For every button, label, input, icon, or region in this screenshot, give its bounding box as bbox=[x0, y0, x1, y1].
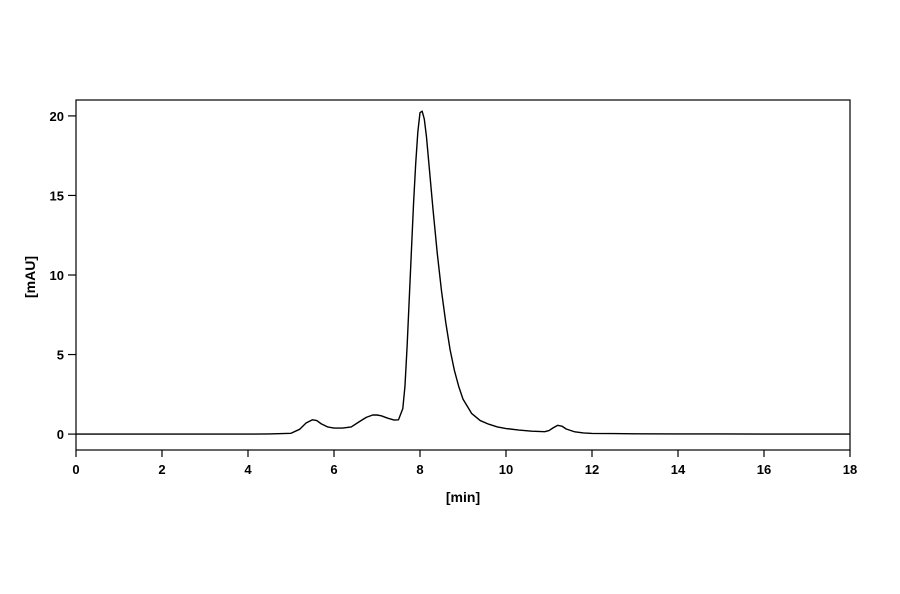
x-tick-label: 16 bbox=[757, 462, 771, 477]
x-tick-label: 0 bbox=[72, 462, 79, 477]
x-tick-label: 2 bbox=[158, 462, 165, 477]
x-tick-label: 14 bbox=[671, 462, 686, 477]
x-tick-label: 4 bbox=[244, 462, 252, 477]
x-tick-label: 8 bbox=[416, 462, 423, 477]
y-tick-label: 0 bbox=[57, 427, 64, 442]
x-axis-title: [min] bbox=[446, 489, 480, 505]
y-tick-label: 10 bbox=[50, 268, 64, 283]
x-tick-label: 12 bbox=[585, 462, 599, 477]
x-tick-label: 6 bbox=[330, 462, 337, 477]
x-tick-label: 18 bbox=[843, 462, 857, 477]
y-tick-label: 20 bbox=[50, 109, 64, 124]
chromatogram-trace bbox=[76, 110, 850, 435]
y-tick-label: 15 bbox=[50, 188, 64, 203]
y-axis-title: [mAU] bbox=[22, 256, 38, 298]
x-tick-label: 10 bbox=[499, 462, 513, 477]
x-axis-ticks: 0 2 4 6 8 10 12 14 16 18 bbox=[72, 450, 857, 477]
y-axis-ticks: 0 5 10 15 20 bbox=[50, 109, 76, 442]
y-tick-label: 5 bbox=[57, 348, 64, 363]
